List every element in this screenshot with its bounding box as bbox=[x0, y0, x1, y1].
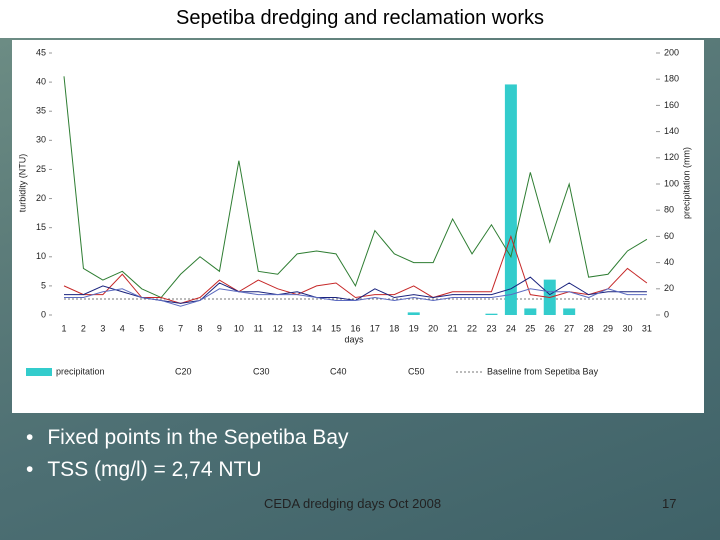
line-series bbox=[63, 234, 648, 304]
y-axis-label: turbidity (NTU) bbox=[17, 154, 27, 213]
y-tick-label: 45 bbox=[36, 47, 46, 57]
x-tick-label: 9 bbox=[217, 323, 222, 333]
line-series bbox=[64, 288, 647, 307]
x-tick-label: 6 bbox=[159, 323, 164, 333]
x-tick-label: 25 bbox=[525, 323, 535, 333]
bullets: Fixed points in the Sepetiba Bay TSS (mg… bbox=[26, 422, 349, 486]
x-tick-label: 26 bbox=[545, 323, 555, 333]
x-tick-label: 28 bbox=[584, 323, 594, 333]
x-tick-label: 29 bbox=[603, 323, 613, 333]
y2-tick-label: 200 bbox=[664, 47, 679, 57]
legend-label: C30 bbox=[253, 366, 270, 376]
y-tick-label: 40 bbox=[36, 76, 46, 86]
y2-tick-label: 120 bbox=[664, 152, 679, 162]
y2-tick-label: 100 bbox=[664, 178, 679, 188]
x-tick-label: 3 bbox=[100, 323, 105, 333]
y2-tick-label: 0 bbox=[664, 309, 669, 319]
x-tick-label: 30 bbox=[622, 323, 632, 333]
legend-label: C20 bbox=[175, 366, 192, 376]
chart: turbidity (NTU) precipitation (mm) days … bbox=[12, 40, 704, 413]
x-tick-label: 5 bbox=[139, 323, 144, 333]
legend-label: C50 bbox=[408, 366, 425, 376]
y2-tick-label: 40 bbox=[664, 257, 674, 267]
y2-tick-label: 160 bbox=[664, 100, 679, 110]
x-tick-label: 22 bbox=[467, 323, 477, 333]
x-tick-label: 24 bbox=[506, 323, 516, 333]
page-number: 17 bbox=[662, 496, 677, 511]
x-tick-label: 16 bbox=[350, 323, 360, 333]
legend-label: C40 bbox=[330, 366, 347, 376]
slide-title: Sepetiba dredging and reclamation works bbox=[0, 0, 720, 38]
x-tick-label: 20 bbox=[428, 323, 438, 333]
x-tick-label: 17 bbox=[370, 323, 380, 333]
bar bbox=[563, 308, 576, 315]
y-tick-label: 30 bbox=[36, 135, 46, 145]
x-tick-label: 13 bbox=[292, 323, 302, 333]
y-tick-label: 15 bbox=[36, 222, 46, 232]
x-tick-label: 14 bbox=[312, 323, 322, 333]
y-tick-label: 35 bbox=[36, 106, 46, 116]
y2-tick-label: 60 bbox=[664, 231, 674, 241]
y-tick-label: 5 bbox=[41, 280, 46, 290]
bullet: Fixed points in the Sepetiba Bay bbox=[26, 422, 348, 454]
legend-swatch bbox=[26, 368, 52, 376]
x-tick-label: 12 bbox=[273, 323, 283, 333]
footer: CEDA dredging days Oct 2008 bbox=[264, 496, 442, 511]
bar bbox=[485, 313, 498, 315]
x-tick-label: 15 bbox=[331, 323, 341, 333]
x-tick-label: 18 bbox=[389, 323, 399, 333]
bar bbox=[504, 84, 517, 315]
y2-axis-label: precipitation (mm) bbox=[681, 147, 691, 219]
y2-tick-label: 140 bbox=[664, 126, 679, 136]
x-tick-label: 19 bbox=[409, 323, 419, 333]
x-tick-label: 27 bbox=[564, 323, 574, 333]
x-tick-label: 21 bbox=[448, 323, 458, 333]
x-tick-label: 8 bbox=[198, 323, 203, 333]
y2-tick-label: 80 bbox=[664, 205, 674, 215]
y-tick-label: 0 bbox=[41, 309, 46, 319]
y-tick-label: 25 bbox=[36, 164, 46, 174]
chart-background bbox=[12, 40, 704, 413]
legend-label: Baseline from Sepetiba Bay bbox=[487, 366, 599, 376]
y-tick-label: 20 bbox=[36, 193, 46, 203]
x-tick-label: 1 bbox=[61, 323, 66, 333]
x-tick-label: 23 bbox=[486, 323, 496, 333]
bar bbox=[524, 308, 537, 315]
y2-tick-label: 20 bbox=[664, 283, 674, 293]
x-tick-label: 7 bbox=[178, 323, 183, 333]
x-tick-label: 11 bbox=[254, 323, 263, 333]
y-tick-label: 10 bbox=[36, 251, 46, 261]
bar bbox=[407, 312, 420, 315]
y2-tick-label: 180 bbox=[664, 74, 679, 84]
x-tick-label: 2 bbox=[81, 323, 86, 333]
legend-label: precipitation bbox=[56, 366, 105, 376]
x-axis-label: days bbox=[344, 334, 364, 344]
x-tick-label: 4 bbox=[120, 323, 125, 333]
bullet: TSS (mg/l) = 2,74 NTU bbox=[26, 454, 349, 486]
x-tick-label: 10 bbox=[234, 323, 244, 333]
x-tick-label: 31 bbox=[642, 323, 652, 333]
